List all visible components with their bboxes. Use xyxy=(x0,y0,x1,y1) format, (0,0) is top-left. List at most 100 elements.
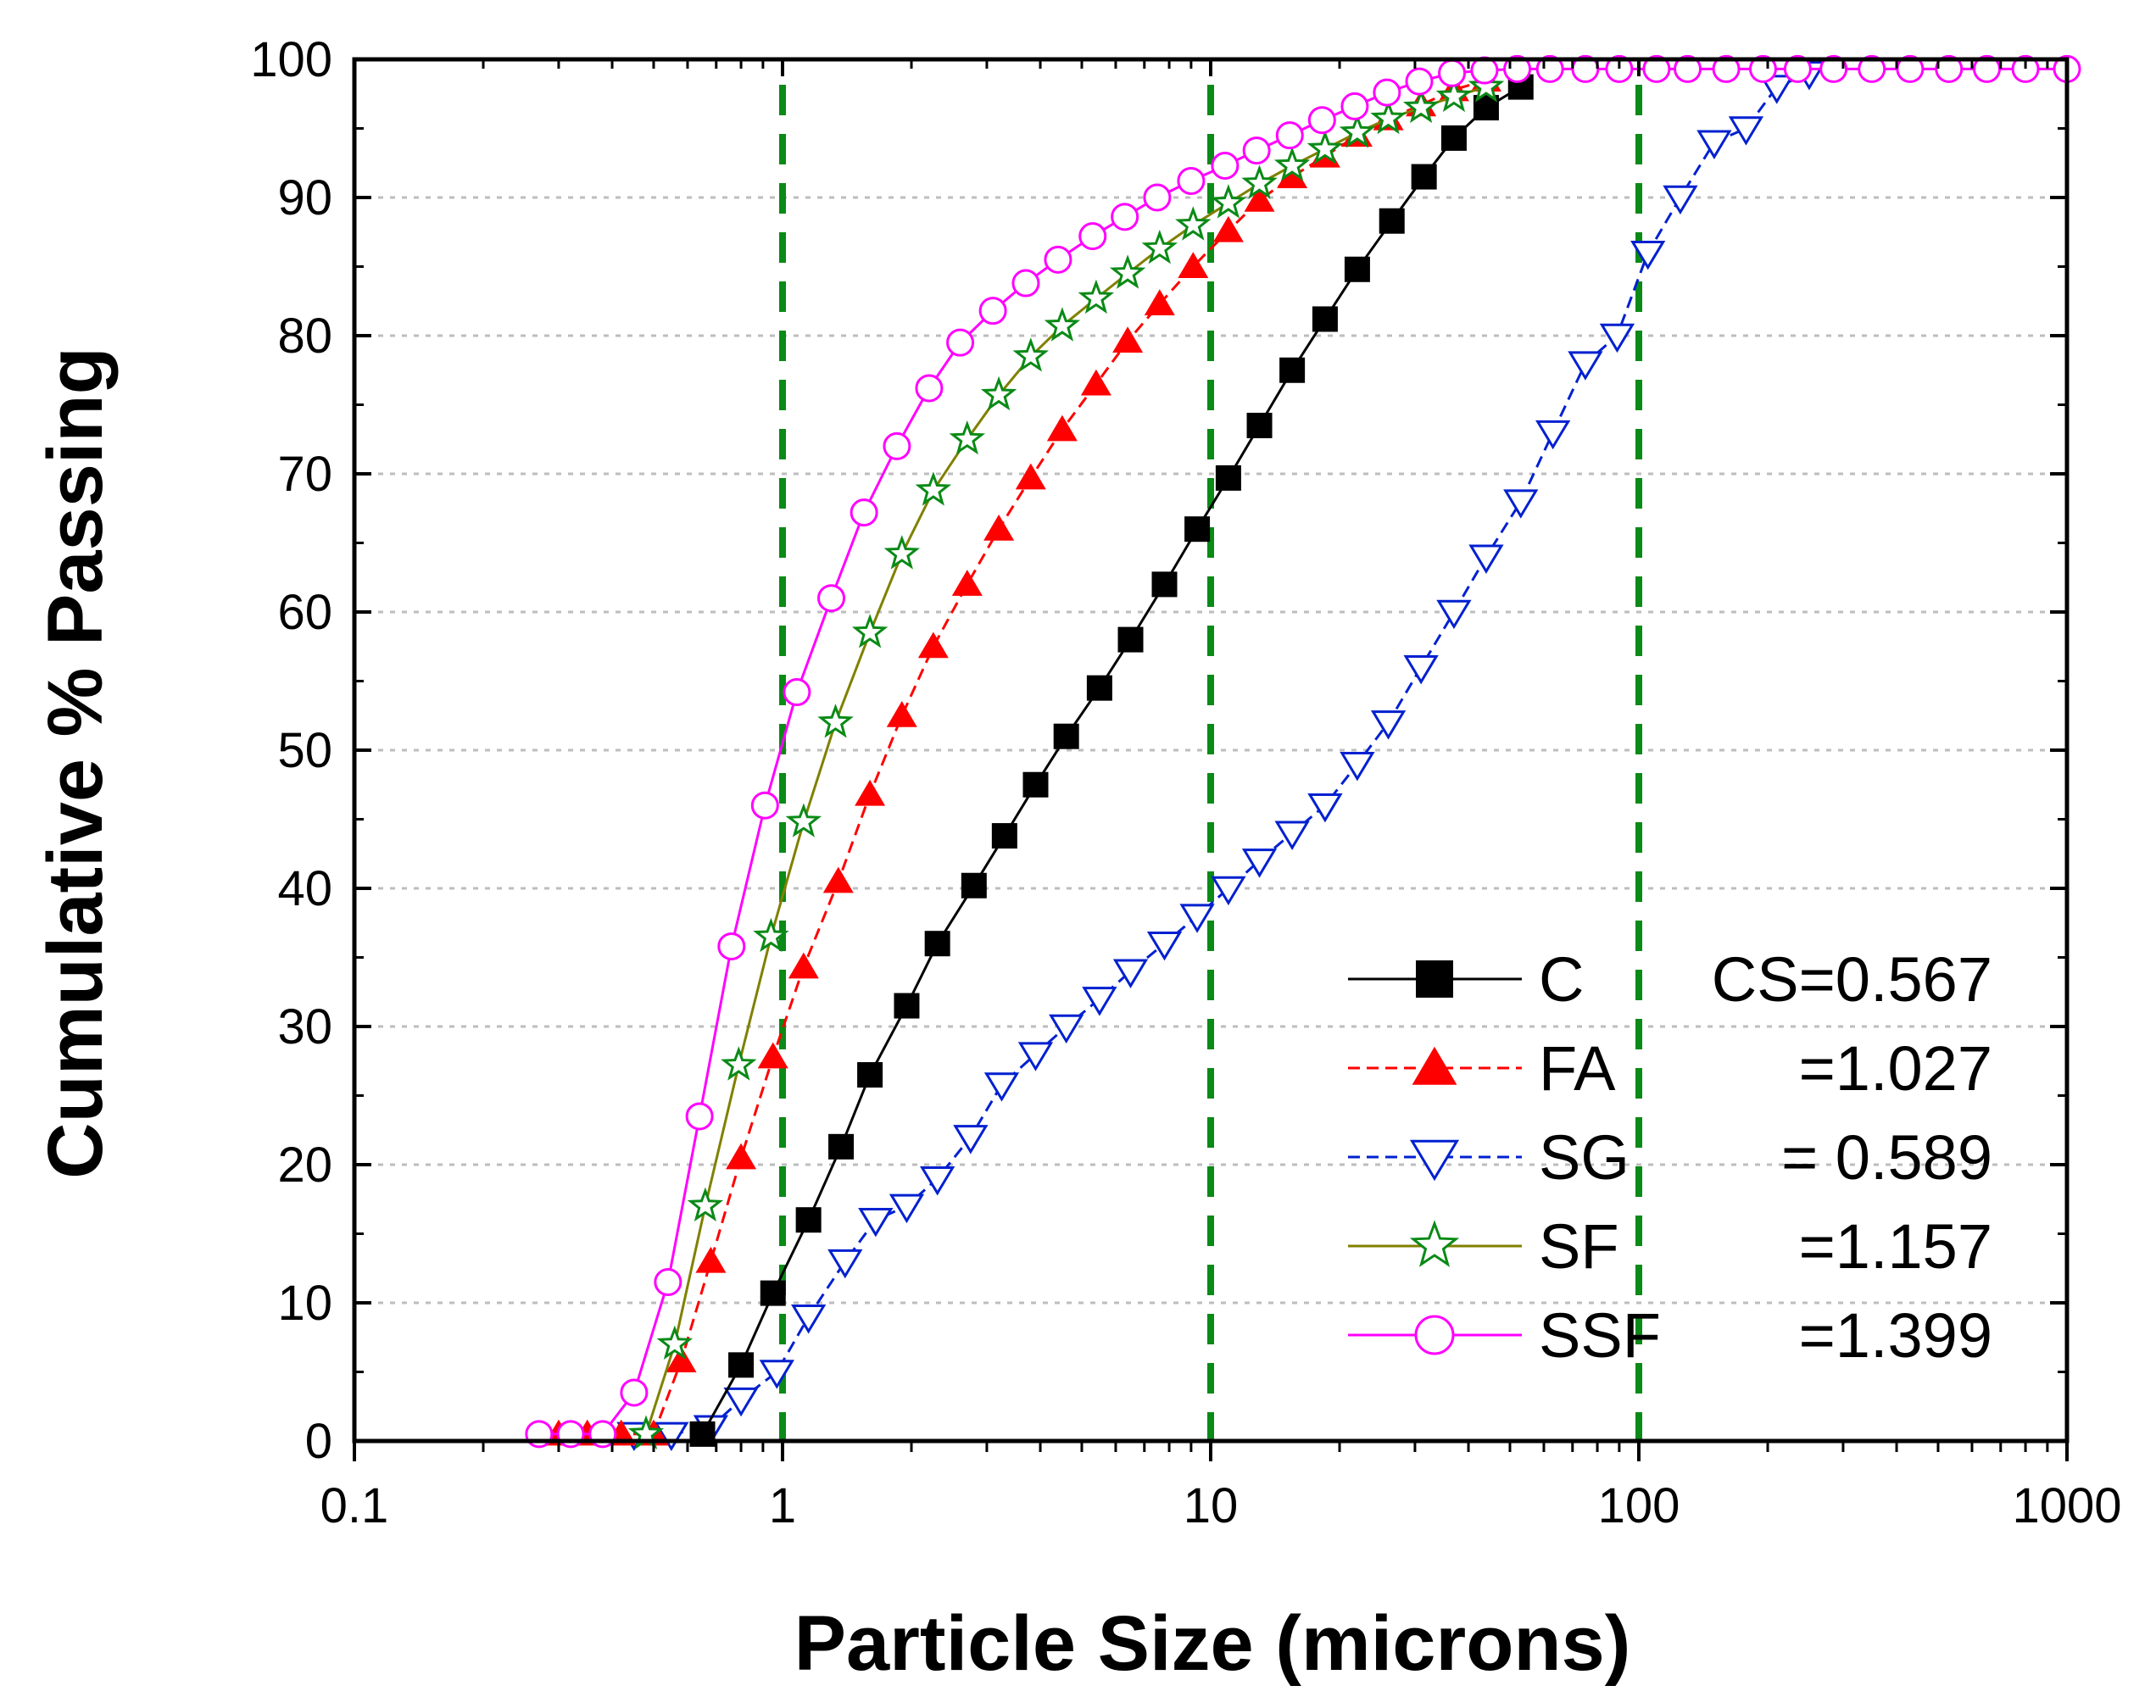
data-point xyxy=(1405,67,1434,96)
data-point xyxy=(1144,289,1175,316)
data-point xyxy=(1728,116,1764,146)
data-point xyxy=(1438,58,1467,87)
x-tick-label: 1000 xyxy=(2012,1478,2121,1533)
data-point xyxy=(1663,185,1698,215)
data-point xyxy=(1151,571,1178,598)
data-point xyxy=(817,584,846,613)
legend-series-name: SF xyxy=(1539,1211,1619,1282)
data-point xyxy=(1373,78,1401,107)
data-point xyxy=(1053,723,1079,749)
data-point xyxy=(1674,54,1702,83)
legend-series-name: C xyxy=(1539,944,1584,1015)
series-layer xyxy=(525,54,2081,1452)
data-point xyxy=(759,1360,794,1389)
data-point xyxy=(1307,106,1336,135)
data-point xyxy=(1307,793,1343,823)
data-point xyxy=(1244,186,1275,212)
data-point xyxy=(894,993,920,1019)
data-point xyxy=(1411,164,1437,190)
legend-value: = 0.589 xyxy=(1781,1122,1992,1193)
legend-value: CS=0.567 xyxy=(1712,944,1992,1015)
data-point xyxy=(1078,222,1107,251)
data-point xyxy=(1241,848,1278,878)
data-point xyxy=(1242,136,1271,165)
data-point xyxy=(1973,54,2002,83)
y-tick-label: 70 xyxy=(277,447,332,502)
legend-entry-c: C CS=0.567 xyxy=(1348,944,1992,1015)
data-point xyxy=(1440,125,1467,151)
data-point xyxy=(1022,771,1049,798)
data-point xyxy=(685,1102,714,1131)
data-point xyxy=(1215,465,1241,491)
data-point xyxy=(1605,54,1634,83)
data-point xyxy=(1436,599,1472,630)
data-point xyxy=(1179,904,1215,933)
data-point xyxy=(822,866,854,893)
data-point xyxy=(717,932,746,960)
data-point xyxy=(851,614,889,648)
data-point xyxy=(1403,654,1439,685)
data-point xyxy=(949,420,986,455)
data-point xyxy=(1177,166,1206,195)
data-point xyxy=(1046,414,1078,442)
data-point xyxy=(1312,306,1338,332)
data-point xyxy=(855,779,886,806)
data-point xyxy=(920,1166,955,1196)
data-point xyxy=(1344,256,1370,282)
data-point xyxy=(654,1268,682,1297)
data-point xyxy=(850,498,878,527)
data-point xyxy=(1212,215,1244,242)
legend-value: =1.399 xyxy=(1799,1300,1992,1371)
data-point xyxy=(1642,54,1671,83)
data-point xyxy=(1630,240,1666,270)
data-point xyxy=(1339,114,1376,148)
data-point xyxy=(666,1346,697,1372)
data-point xyxy=(828,1133,855,1160)
data-point xyxy=(983,1072,1020,1102)
data-point xyxy=(791,1305,827,1334)
data-point xyxy=(883,535,921,570)
data-point xyxy=(2011,54,2040,83)
data-point xyxy=(1435,77,1473,113)
legend-entry-sg: SG = 0.589 xyxy=(1348,1122,1992,1193)
legend-entry-sf: SF =1.157 xyxy=(1348,1211,1992,1282)
data-point xyxy=(750,791,779,820)
y-tick-label: 10 xyxy=(277,1276,332,1331)
data-point xyxy=(857,1062,883,1088)
y-tick-label: 40 xyxy=(277,861,332,916)
data-point xyxy=(991,823,1017,849)
x-tick-label: 10 xyxy=(1184,1478,1239,1533)
data-point xyxy=(980,376,1017,411)
data-point xyxy=(1379,208,1405,234)
data-point xyxy=(1416,960,1453,998)
data-point xyxy=(1402,88,1440,124)
data-point xyxy=(1412,1046,1457,1085)
x-tick-label: 0.1 xyxy=(320,1478,389,1533)
data-point xyxy=(915,374,944,403)
y-tick-label: 90 xyxy=(277,170,332,225)
data-point xyxy=(1340,92,1369,120)
series-ssf xyxy=(525,54,2081,1449)
data-point xyxy=(883,431,911,460)
data-point xyxy=(1082,987,1117,1016)
data-point xyxy=(1141,229,1178,264)
data-point xyxy=(1935,54,1964,83)
y-tick-label: 50 xyxy=(277,723,332,778)
data-point xyxy=(1211,152,1240,181)
data-point xyxy=(1759,75,1795,104)
data-point xyxy=(917,631,949,659)
legend-value: =1.157 xyxy=(1799,1211,1992,1282)
data-point xyxy=(978,297,1007,325)
data-point xyxy=(953,1125,989,1154)
data-point xyxy=(961,872,987,899)
data-point xyxy=(1370,99,1407,135)
data-point xyxy=(1111,203,1139,231)
legend-series-name: SSF xyxy=(1539,1300,1661,1371)
data-point xyxy=(1414,1315,1455,1355)
data-point xyxy=(1279,357,1306,383)
data-point xyxy=(915,471,952,506)
data-point xyxy=(1409,1139,1460,1182)
